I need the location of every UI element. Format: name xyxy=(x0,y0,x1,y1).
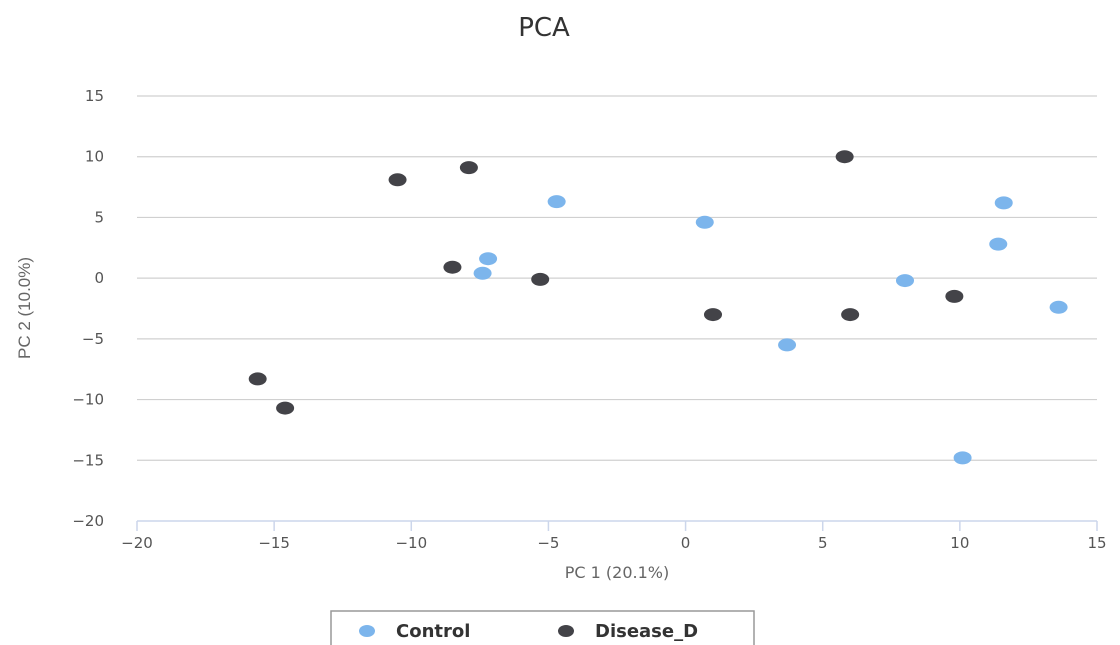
y-tick-label: −10 xyxy=(72,391,104,409)
data-point-control[interactable] xyxy=(473,266,492,280)
x-tick-label: −5 xyxy=(537,534,559,552)
data-point-disease-d[interactable] xyxy=(531,272,550,286)
y-axis-label: PC 2 (10.0%) xyxy=(15,257,34,359)
y-tick-label: 10 xyxy=(85,148,104,166)
x-tick-label: 15 xyxy=(1087,534,1106,552)
data-point-disease-d[interactable] xyxy=(841,308,860,322)
chart-title: PCA xyxy=(518,13,570,43)
x-tick-label: 5 xyxy=(818,534,828,552)
x-tick-label: −10 xyxy=(395,534,427,552)
data-point-disease-d[interactable] xyxy=(704,308,722,322)
y-tick-label: −5 xyxy=(82,330,104,348)
data-point-disease-d[interactable] xyxy=(248,372,267,386)
y-tick-label: 15 xyxy=(85,87,104,105)
data-point-control[interactable] xyxy=(989,237,1008,251)
data-points[interactable] xyxy=(248,150,1068,465)
x-tick-label: 0 xyxy=(681,534,691,552)
data-point-disease-d[interactable] xyxy=(388,173,407,187)
data-point-disease-d[interactable] xyxy=(945,289,964,303)
data-point-control[interactable] xyxy=(896,274,914,288)
data-point-disease-d[interactable] xyxy=(276,401,295,415)
legend-marker-disease-d[interactable] xyxy=(558,625,574,637)
data-point-disease-d[interactable] xyxy=(443,260,462,274)
data-point-control[interactable] xyxy=(778,338,797,352)
x-tick-label: −20 xyxy=(121,534,153,552)
legend: Control Disease_D xyxy=(330,610,755,645)
y-tick-label: 5 xyxy=(94,208,104,226)
y-tick-label: −15 xyxy=(72,451,104,469)
data-point-control[interactable] xyxy=(695,215,714,229)
x-tick-label: −15 xyxy=(258,534,290,552)
y-tick-label: 0 xyxy=(94,269,104,287)
data-point-disease-d[interactable] xyxy=(459,161,478,175)
legend-marker-control[interactable] xyxy=(359,625,375,637)
legend-label-control[interactable]: Control xyxy=(396,621,470,642)
y-tick-label: −20 xyxy=(72,512,104,530)
legend-label-disease-d[interactable]: Disease_D xyxy=(595,621,698,642)
grid-lines xyxy=(137,95,1097,461)
data-point-control[interactable] xyxy=(1049,300,1068,314)
data-point-control[interactable] xyxy=(994,196,1013,210)
data-point-disease-d[interactable] xyxy=(835,150,854,164)
data-point-control[interactable] xyxy=(479,252,498,266)
x-tick-label: 10 xyxy=(950,534,969,552)
data-point-control[interactable] xyxy=(547,195,566,209)
x-axis-label: PC 1 (20.1%) xyxy=(565,563,669,582)
x-axis: −20 −15 −10 −5 0 5 10 15 xyxy=(121,520,1107,552)
legend-box xyxy=(330,610,755,645)
y-axis-ticks: 15 10 5 0 −5 −10 −15 −20 xyxy=(72,87,104,530)
data-point-control[interactable] xyxy=(953,451,972,465)
